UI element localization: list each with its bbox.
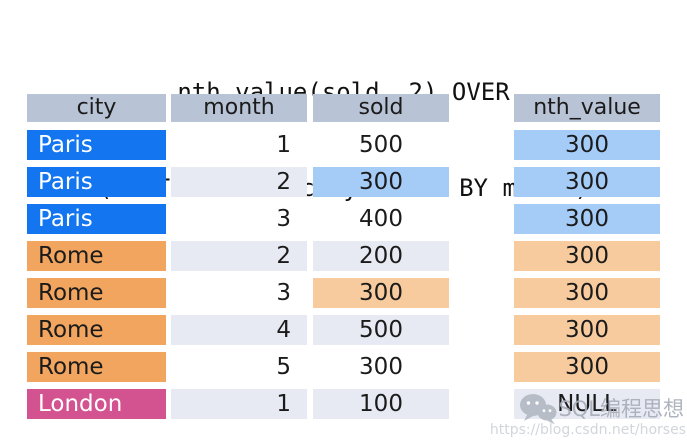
city-cell: Paris (27, 167, 166, 197)
city-cell: Paris (27, 130, 166, 160)
table-row: Paris 2 300 300 (27, 167, 660, 197)
city-column-header: city (27, 94, 166, 122)
nth-value-cell: 300 (514, 130, 660, 160)
month-column-header: month (171, 94, 307, 122)
nth-value-cell: 300 (514, 167, 660, 197)
table-row: Paris 1 500 300 (27, 130, 660, 160)
month-cell: 3 (276, 206, 291, 232)
sold-cell: 500 (313, 315, 449, 345)
watermark: SQL编程思想 https://blog.csdn.net/horses (417, 392, 687, 439)
month-cell: 1 (276, 132, 291, 158)
table-row: Paris 3 400 300 (27, 204, 660, 234)
watermark-brand-row: SQL编程思想 (417, 392, 687, 425)
sold-cell: 300 (313, 278, 449, 308)
table-header-row: city month sold nth_value (27, 94, 660, 122)
month-cell: 4 (171, 315, 307, 345)
table-row: London 1 100 NULL (27, 389, 660, 419)
sold-cell: 100 (313, 389, 449, 419)
table-row: Rome 5 300 300 (27, 352, 660, 382)
watermark-url: https://blog.csdn.net/horses (489, 422, 686, 438)
watermark-brand-text: SQL编程思想 (558, 396, 684, 421)
table-row: Rome 3 300 300 (27, 278, 660, 308)
city-cell: Rome (27, 241, 166, 271)
month-cell: 2 (171, 167, 307, 197)
city-cell: Rome (27, 278, 166, 308)
sold-cell: 500 (359, 132, 403, 158)
month-cell: 2 (171, 241, 307, 271)
city-cell: Paris (27, 204, 166, 234)
city-cell: London (27, 389, 166, 419)
nth-value-cell: 300 (514, 241, 660, 271)
nth-value-cell: 300 (514, 278, 660, 308)
month-cell: 1 (171, 389, 307, 419)
city-cell: Rome (27, 315, 166, 345)
month-cell: 3 (276, 280, 291, 306)
result-table: city month sold nth_value Paris 1 500 30… (27, 94, 660, 426)
table-row: Rome 2 200 300 (27, 241, 660, 271)
table-row: Rome 4 500 300 (27, 315, 660, 345)
sold-column-header: sold (313, 94, 449, 122)
month-cell: 5 (276, 354, 291, 380)
sold-cell: 200 (313, 241, 449, 271)
wechat-chat-bubbles-icon (519, 392, 557, 431)
nth-value-cell: 300 (514, 204, 660, 234)
nth-value-column-header: nth_value (514, 94, 660, 122)
sold-cell: 300 (313, 167, 449, 197)
nth-value-cell: 300 (514, 315, 660, 345)
sold-cell: 400 (359, 206, 403, 232)
city-cell: Rome (27, 352, 166, 382)
sold-cell: 300 (359, 354, 403, 380)
nth-value-cell: 300 (514, 352, 660, 382)
